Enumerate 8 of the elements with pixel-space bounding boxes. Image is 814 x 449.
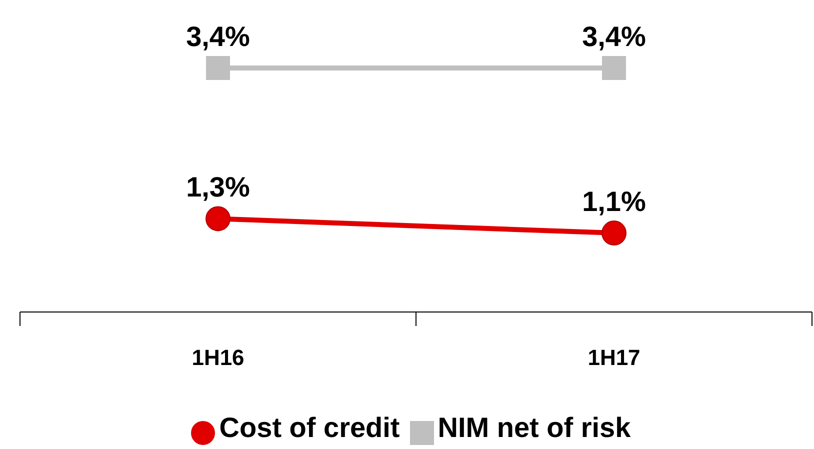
data-label: 3,4% <box>582 21 646 52</box>
legend-label: Cost of credit <box>219 412 400 443</box>
data-label: 1,3% <box>186 172 250 203</box>
data-label: 1,1% <box>582 186 646 218</box>
legend-label: NIM net of risk <box>438 412 631 443</box>
x-tick-label: 1H17 <box>588 345 640 370</box>
x-tick-label: 1H16 <box>192 345 244 370</box>
data-label: 3,4% <box>186 21 250 52</box>
